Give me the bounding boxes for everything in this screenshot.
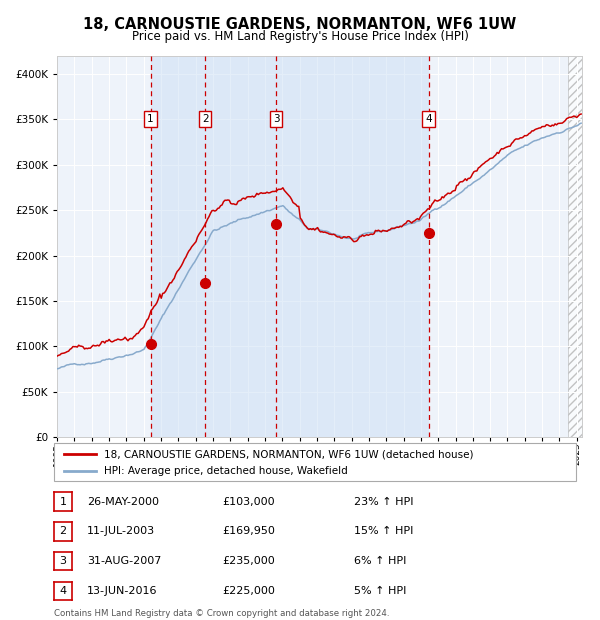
Text: 6% ↑ HPI: 6% ↑ HPI <box>354 556 406 566</box>
Text: 5% ↑ HPI: 5% ↑ HPI <box>354 586 406 596</box>
Text: £103,000: £103,000 <box>222 497 275 507</box>
Text: 4: 4 <box>59 586 67 596</box>
Text: Contains HM Land Registry data © Crown copyright and database right 2024.
This d: Contains HM Land Registry data © Crown c… <box>54 609 389 620</box>
Text: 23% ↑ HPI: 23% ↑ HPI <box>354 497 413 507</box>
Text: 26-MAY-2000: 26-MAY-2000 <box>87 497 159 507</box>
Text: £169,950: £169,950 <box>222 526 275 536</box>
Text: 3: 3 <box>59 556 67 566</box>
Text: 11-JUL-2003: 11-JUL-2003 <box>87 526 155 536</box>
Text: 1: 1 <box>59 497 67 507</box>
Text: 18, CARNOUSTIE GARDENS, NORMANTON, WF6 1UW: 18, CARNOUSTIE GARDENS, NORMANTON, WF6 1… <box>83 17 517 32</box>
Text: 31-AUG-2007: 31-AUG-2007 <box>87 556 161 566</box>
Bar <box>151 56 205 437</box>
Text: 2: 2 <box>59 526 67 536</box>
Text: 18, CARNOUSTIE GARDENS, NORMANTON, WF6 1UW (detached house): 18, CARNOUSTIE GARDENS, NORMANTON, WF6 1… <box>104 450 473 459</box>
Text: 4: 4 <box>425 114 432 125</box>
Text: 13-JUN-2016: 13-JUN-2016 <box>87 586 157 596</box>
Text: £235,000: £235,000 <box>222 556 275 566</box>
Text: Price paid vs. HM Land Registry's House Price Index (HPI): Price paid vs. HM Land Registry's House … <box>131 30 469 43</box>
Text: 1: 1 <box>147 114 154 125</box>
FancyBboxPatch shape <box>54 443 576 480</box>
Text: HPI: Average price, detached house, Wakefield: HPI: Average price, detached house, Wake… <box>104 466 347 476</box>
Text: 2: 2 <box>202 114 208 125</box>
Text: £225,000: £225,000 <box>222 586 275 596</box>
Text: 3: 3 <box>273 114 280 125</box>
Bar <box>205 56 276 437</box>
Bar <box>568 56 600 437</box>
Text: 15% ↑ HPI: 15% ↑ HPI <box>354 526 413 536</box>
Bar <box>276 56 428 437</box>
